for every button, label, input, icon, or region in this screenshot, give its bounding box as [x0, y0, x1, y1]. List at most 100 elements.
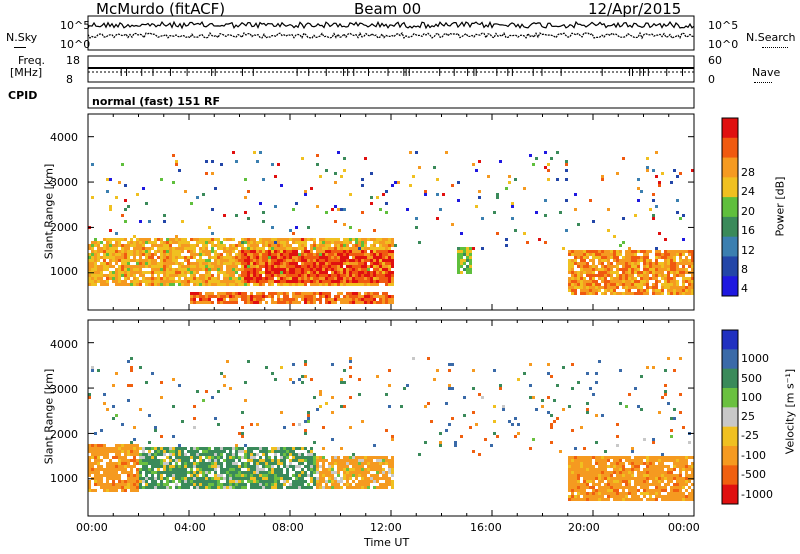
- heatmap-cell: [346, 241, 349, 244]
- heatmap-cell: [313, 247, 316, 250]
- heatmap-cell: [217, 277, 220, 280]
- heatmap-cell: [580, 489, 583, 492]
- heatmap-cell: [610, 289, 613, 292]
- heatmap-cell: [142, 271, 145, 274]
- heatmap-cell: [406, 208, 409, 211]
- heatmap-cell: [121, 268, 124, 271]
- heatmap-cell: [349, 295, 352, 298]
- heatmap-cell: [682, 480, 685, 483]
- heatmap-cell: [91, 471, 94, 474]
- heatmap-cell: [133, 447, 136, 450]
- heatmap-cell: [271, 486, 274, 489]
- heatmap-cell: [292, 381, 295, 384]
- heatmap-cell: [139, 283, 142, 286]
- heatmap-cell: [604, 280, 607, 283]
- heatmap-cell: [304, 283, 307, 286]
- heatmap-cell: [307, 420, 310, 423]
- heatmap-cell: [646, 274, 649, 277]
- heatmap-cell: [244, 465, 247, 468]
- heatmap-cell: [604, 486, 607, 489]
- heatmap-cell: [256, 268, 259, 271]
- heatmap-cell: [235, 480, 238, 483]
- heatmap-cell: [460, 256, 463, 259]
- heatmap-cell: [571, 268, 574, 271]
- heatmap-cell: [307, 414, 310, 417]
- heatmap-cell: [604, 456, 607, 459]
- heatmap-cell: [202, 247, 205, 250]
- heatmap-cell: [583, 474, 586, 477]
- heatmap-cell: [133, 274, 136, 277]
- heatmap-cell: [283, 465, 286, 468]
- heatmap-cell: [163, 250, 166, 253]
- heatmap-cell: [646, 459, 649, 462]
- heatmap-cell: [604, 468, 607, 471]
- heatmap-cell: [661, 253, 664, 256]
- power-colorbar-frame: [721, 117, 739, 297]
- heatmap-cell: [325, 468, 328, 471]
- heatmap-cell: [286, 256, 289, 259]
- heatmap-cell: [283, 292, 286, 295]
- heatmap-cell: [598, 459, 601, 462]
- heatmap-cell: [355, 462, 358, 465]
- heatmap-cell: [139, 253, 142, 256]
- heatmap-cell: [292, 474, 295, 477]
- heatmap-cell: [655, 268, 658, 271]
- heatmap-cell: [265, 486, 268, 489]
- heatmap-cell: [418, 166, 421, 169]
- heatmap-cell: [349, 477, 352, 480]
- heatmap-cell: [583, 256, 586, 259]
- heatmap-cell: [316, 259, 319, 262]
- heatmap-cell: [238, 292, 241, 295]
- heatmap-cell: [676, 489, 679, 492]
- heatmap-cell: [391, 241, 394, 244]
- heatmap-cell: [238, 253, 241, 256]
- heatmap-cell: [580, 462, 583, 465]
- heatmap-cell: [292, 468, 295, 471]
- heatmap-cell: [631, 474, 634, 477]
- heatmap-cell: [127, 444, 130, 447]
- heatmap-cell: [580, 283, 583, 286]
- heatmap-cell: [352, 456, 355, 459]
- heatmap-cell: [652, 468, 655, 471]
- heatmap-cell: [457, 259, 460, 262]
- heatmap-cell: [337, 268, 340, 271]
- heatmap-cell: [550, 423, 553, 426]
- heatmap-cell: [373, 277, 376, 280]
- heatmap-cell: [253, 277, 256, 280]
- heatmap-cell: [226, 280, 229, 283]
- heatmap-cell: [256, 298, 259, 301]
- heatmap-cell: [184, 477, 187, 480]
- heatmap-cell: [622, 471, 625, 474]
- heatmap-cell: [346, 486, 349, 489]
- heatmap-cell: [349, 241, 352, 244]
- heatmap-cell: [304, 480, 307, 483]
- heatmap-cell: [325, 471, 328, 474]
- heatmap-cell: [574, 286, 577, 289]
- heatmap-cell: [208, 241, 211, 244]
- heatmap-cell: [295, 253, 298, 256]
- heatmap-cell: [238, 471, 241, 474]
- heatmap-cell: [382, 271, 385, 274]
- power-ytick-2000: 2000: [50, 221, 78, 234]
- heatmap-cell: [298, 277, 301, 280]
- heatmap-cell: [616, 465, 619, 468]
- heatmap-cell: [352, 271, 355, 274]
- heatmap-cell: [190, 265, 193, 268]
- heatmap-cell: [313, 396, 316, 399]
- heatmap-cell: [190, 465, 193, 468]
- heatmap-cell: [229, 456, 232, 459]
- heatmap-cell: [652, 471, 655, 474]
- heatmap-cell: [157, 274, 160, 277]
- heatmap-cell: [301, 480, 304, 483]
- heatmap-cell: [277, 450, 280, 453]
- heatmap-cell: [88, 244, 91, 247]
- heatmap-cell: [97, 250, 100, 253]
- heatmap-cell: [661, 262, 664, 265]
- heatmap-cell: [298, 459, 301, 462]
- heatmap-cell: [628, 474, 631, 477]
- heatmap-cell: [637, 259, 640, 262]
- heatmap-cell: [103, 238, 106, 241]
- heatmap-cell: [199, 256, 202, 259]
- heatmap-cell: [259, 301, 262, 304]
- heatmap-cell: [577, 489, 580, 492]
